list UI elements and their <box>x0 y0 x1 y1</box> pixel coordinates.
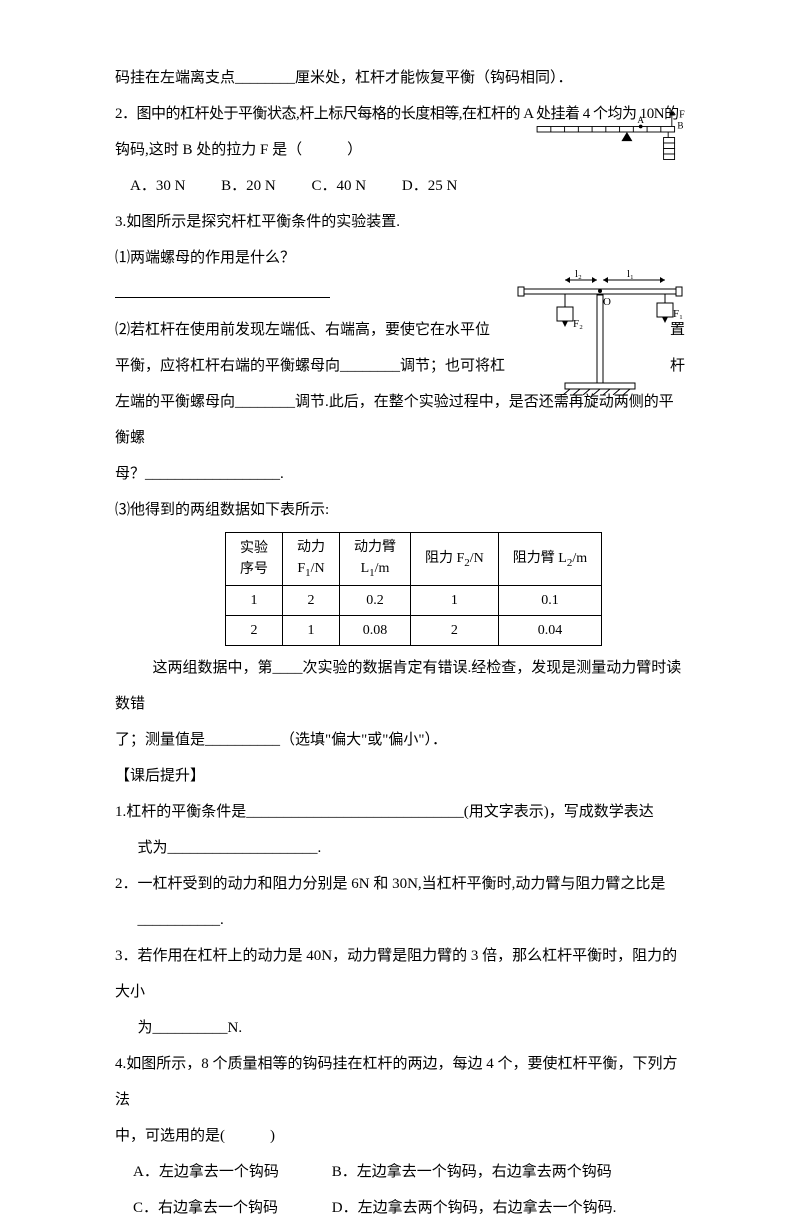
section-heading: 【课后提升】 <box>115 758 685 794</box>
th-l1: 动力臂L1/m <box>340 533 411 586</box>
svg-text:l₁: l₁ <box>627 268 634 280</box>
q3-conclusion-a: 这两组数据中，第____次实验的数据肯定有错误.经检查，发现是测量动力臂时读数错 <box>115 650 685 722</box>
q3-part2b-left: 平衡，应将杠杆右端的平衡螺母向________调节；也可将杠 <box>115 348 505 384</box>
svg-text:F₂: F₂ <box>573 318 583 330</box>
th-f1: 动力F1/N <box>283 533 340 586</box>
table-row: 120.210.1 <box>226 586 602 616</box>
svg-text:A: A <box>637 115 644 125</box>
svg-text:O: O <box>603 296 611 308</box>
hw-q3b: 为__________N. <box>115 1010 685 1046</box>
table-row: 210.0820.04 <box>226 616 602 646</box>
lever-diagram: A F B <box>525 110 705 165</box>
q3-part2a-left: ⑵若杠杆在使用前发现左端低、右端高，要使它在水平位 <box>115 312 490 348</box>
hw-q1a: 1.杠杆的平衡条件是_____________________________(… <box>115 794 685 830</box>
hw-q4a: 4.如图所示，8 个质量相等的钩码挂在杠杆的两边，每边 4 个，要使杠杆平衡，下… <box>115 1046 685 1118</box>
th-f2: 阻力 F2/N <box>411 533 499 586</box>
svg-text:F₁: F₁ <box>673 308 683 320</box>
svg-text:F: F <box>679 110 685 120</box>
svg-text:B: B <box>677 120 683 130</box>
svg-text:l₂: l₂ <box>575 268 582 280</box>
lever-apparatus-diagram: O l₂ l₁ F₂ F₁ <box>515 265 685 395</box>
hw-q1b: 式为____________________. <box>115 830 685 866</box>
th-l2: 阻力臂 L2/m <box>498 533 601 586</box>
hw-q4-options-row2: C．右边拿去一个钩码 D．左边拿去两个钩码，右边拿去一个钩码. <box>115 1190 685 1226</box>
hw-q3a: 3．若作用在杠杆上的动力是 40N，动力臂是阻力臂的 3 倍，那么杠杆平衡时，阻… <box>115 938 685 1010</box>
q3-part3: ⑶他得到的两组数据如下表所示: <box>115 492 685 528</box>
data-table: 实验序号 动力F1/N 动力臂L1/m 阻力 F2/N 阻力臂 L2/m 120… <box>225 532 602 646</box>
th-seq: 实验序号 <box>226 533 283 586</box>
question-3: 3.如图所示是探究杆杠平衡条件的实验装置. <box>115 204 685 240</box>
q3-conclusion-b: 了；测量值是__________（选填"偏大"或"偏小"）． <box>115 722 685 758</box>
hw-q4b: 中，可选用的是( ) <box>115 1118 685 1154</box>
q3-part2d: 母？__________________. <box>115 456 685 492</box>
paragraph: 码挂在左端离支点________厘米处，杠杆才能恢复平衡（钩码相同）． <box>115 60 685 96</box>
question-2-options: A．30 N B．20 N C．40 N D．25 N <box>115 168 685 204</box>
hw-q4-options-row1: A．左边拿去一个钩码 B．左边拿去一个钩码，右边拿去两个钩码 <box>115 1154 685 1190</box>
hw-q2b: ___________. <box>115 902 685 938</box>
hw-q2a: 2．一杠杆受到的动力和阻力分别是 6N 和 30N,当杠杆平衡时,动力臂与阻力臂… <box>115 866 685 902</box>
